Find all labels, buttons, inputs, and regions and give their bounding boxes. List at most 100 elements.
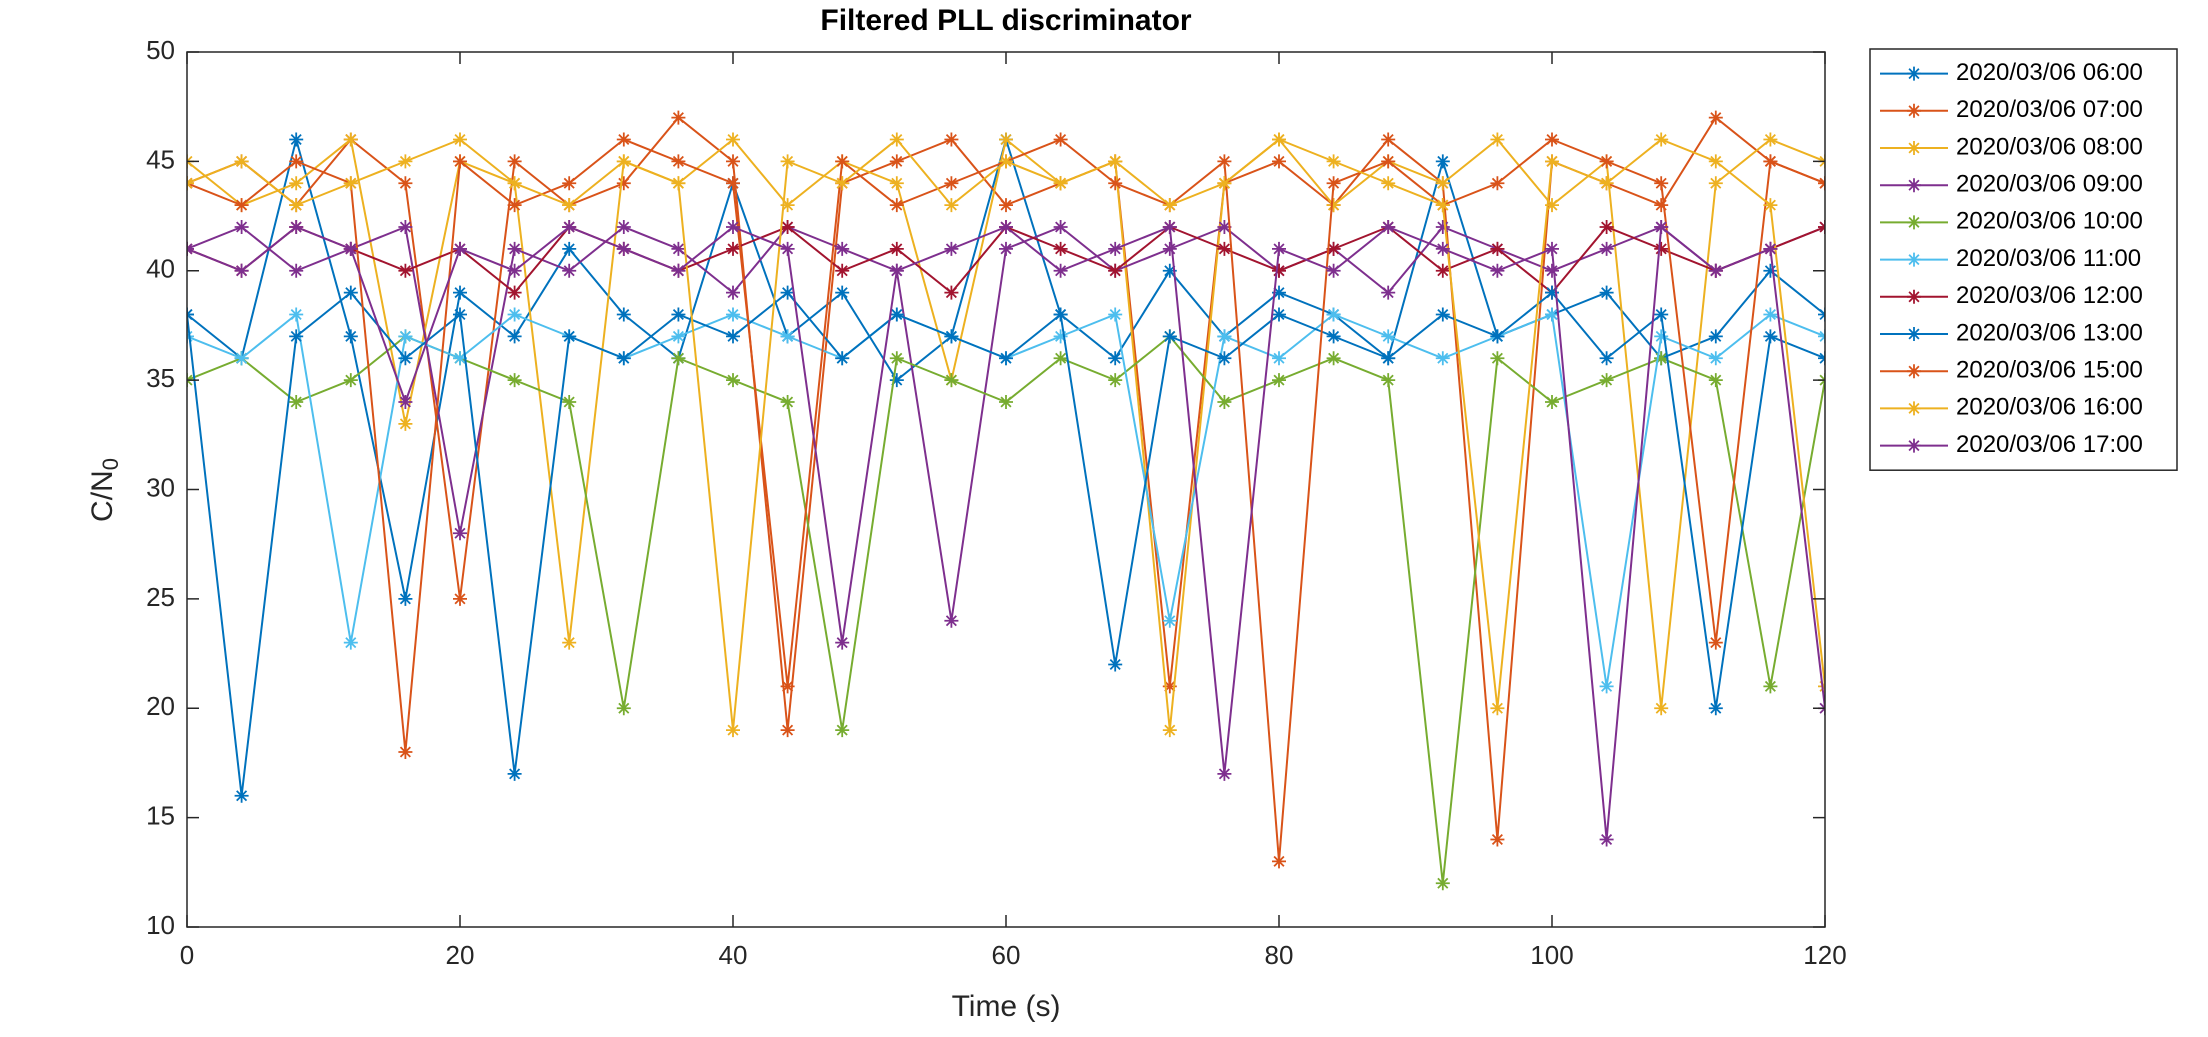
data-marker bbox=[1708, 351, 1723, 366]
legend-label: 2020/03/06 10:00 bbox=[1956, 208, 2143, 235]
data-marker bbox=[234, 220, 249, 234]
data-marker bbox=[780, 679, 795, 694]
data-marker bbox=[1654, 198, 1669, 213]
data-marker bbox=[1272, 373, 1286, 388]
data-marker bbox=[835, 241, 850, 256]
y-axis-label: C/N0 bbox=[86, 458, 123, 522]
data-marker bbox=[1162, 329, 1177, 344]
data-marker bbox=[835, 176, 850, 191]
data-marker bbox=[1490, 176, 1505, 191]
legend-label: 2020/03/06 16:00 bbox=[1956, 394, 2143, 421]
legend-marker bbox=[1907, 438, 1921, 453]
data-marker bbox=[1435, 241, 1450, 256]
data-marker bbox=[835, 351, 850, 366]
data-marker bbox=[453, 132, 467, 147]
legend-marker bbox=[1907, 401, 1921, 416]
chart-title: Filtered PLL discriminator bbox=[820, 4, 1192, 37]
data-marker bbox=[1217, 766, 1232, 781]
data-marker bbox=[1108, 154, 1123, 169]
y-tick-label: 40 bbox=[146, 254, 175, 284]
data-marker bbox=[453, 591, 467, 606]
data-marker bbox=[726, 241, 740, 256]
legend-label: 2020/03/06 11:00 bbox=[1956, 245, 2141, 272]
data-marker bbox=[780, 198, 795, 213]
data-marker bbox=[1381, 220, 1396, 234]
data-marker bbox=[1599, 373, 1614, 388]
data-marker bbox=[616, 176, 631, 191]
data-marker bbox=[1326, 198, 1341, 213]
legend-marker bbox=[1907, 252, 1921, 267]
data-marker bbox=[616, 132, 631, 147]
data-marker bbox=[835, 285, 850, 300]
y-tick-label: 45 bbox=[146, 144, 175, 174]
data-marker bbox=[1490, 832, 1505, 847]
x-tick-label: 60 bbox=[992, 940, 1021, 970]
data-marker bbox=[453, 307, 467, 322]
data-marker bbox=[999, 241, 1013, 256]
data-marker bbox=[1545, 285, 1559, 300]
data-marker bbox=[999, 351, 1013, 366]
data-marker bbox=[944, 613, 959, 628]
data-marker bbox=[562, 329, 577, 344]
data-marker bbox=[1162, 198, 1177, 213]
data-marker bbox=[1272, 285, 1286, 300]
data-marker bbox=[944, 329, 959, 344]
data-marker bbox=[1326, 241, 1341, 256]
plot-area bbox=[187, 52, 1825, 927]
data-marker bbox=[1435, 154, 1450, 169]
data-marker bbox=[1435, 176, 1450, 191]
data-marker bbox=[671, 110, 686, 125]
data-marker bbox=[1162, 723, 1177, 738]
data-marker bbox=[507, 263, 522, 278]
data-marker bbox=[398, 416, 413, 431]
data-marker bbox=[398, 154, 413, 169]
data-marker bbox=[616, 154, 631, 169]
data-marker bbox=[780, 723, 795, 738]
data-marker bbox=[1272, 154, 1286, 169]
data-marker bbox=[1217, 329, 1232, 344]
data-marker bbox=[1326, 307, 1341, 322]
data-marker bbox=[1763, 132, 1778, 147]
data-marker bbox=[289, 329, 304, 344]
data-marker bbox=[289, 220, 304, 234]
data-marker bbox=[889, 132, 904, 147]
data-marker bbox=[780, 241, 795, 256]
data-marker bbox=[1708, 373, 1723, 388]
data-marker bbox=[889, 351, 904, 366]
data-marker bbox=[289, 263, 304, 278]
x-tick-label: 120 bbox=[1803, 940, 1846, 970]
data-marker bbox=[234, 263, 249, 278]
legend-label: 2020/03/06 12:00 bbox=[1956, 282, 2143, 309]
data-marker bbox=[1053, 241, 1068, 256]
x-tick-label: 20 bbox=[446, 940, 475, 970]
data-marker bbox=[289, 176, 304, 191]
data-marker bbox=[1763, 329, 1778, 344]
data-marker bbox=[1108, 263, 1123, 278]
data-marker bbox=[1599, 285, 1614, 300]
data-marker bbox=[1217, 154, 1232, 169]
data-marker bbox=[1217, 241, 1232, 256]
data-marker bbox=[616, 701, 631, 716]
data-marker bbox=[398, 176, 413, 191]
data-marker bbox=[398, 395, 413, 409]
x-tick-label: 40 bbox=[719, 940, 748, 970]
data-marker bbox=[1053, 263, 1068, 278]
data-marker bbox=[398, 591, 413, 606]
data-marker bbox=[835, 263, 850, 278]
data-marker bbox=[1763, 679, 1778, 694]
data-marker bbox=[944, 285, 959, 300]
data-marker bbox=[889, 373, 904, 388]
data-marker bbox=[1490, 329, 1505, 344]
legend-label: 2020/03/06 08:00 bbox=[1956, 133, 2143, 160]
data-marker bbox=[507, 307, 522, 322]
data-marker bbox=[1108, 373, 1123, 388]
x-tick-label: 100 bbox=[1530, 940, 1573, 970]
y-tick-label: 25 bbox=[146, 582, 175, 612]
data-marker bbox=[453, 285, 467, 300]
data-marker bbox=[999, 198, 1013, 213]
data-marker bbox=[1108, 307, 1123, 322]
y-tick-label: 35 bbox=[146, 363, 175, 393]
data-marker bbox=[1108, 351, 1123, 366]
data-marker bbox=[1545, 154, 1559, 169]
data-marker bbox=[1381, 351, 1396, 366]
